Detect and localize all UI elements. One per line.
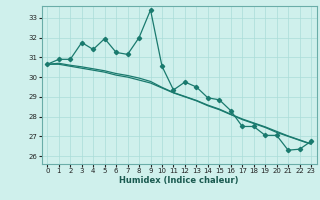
X-axis label: Humidex (Indice chaleur): Humidex (Indice chaleur): [119, 176, 239, 185]
